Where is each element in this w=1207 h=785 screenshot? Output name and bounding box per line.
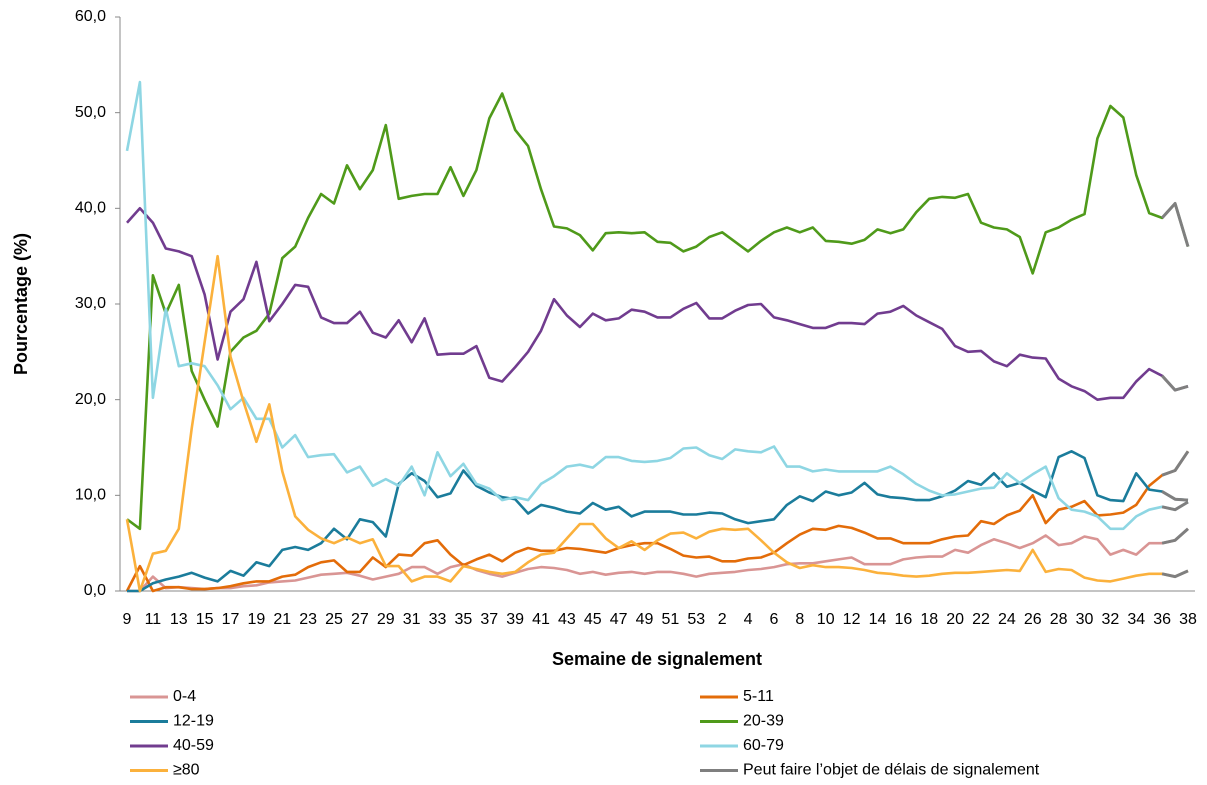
delayed-segment	[1161, 490, 1189, 502]
legend-label: 20-39	[743, 713, 784, 730]
x-tick-label: 21	[273, 611, 291, 628]
delayed-segment	[1161, 569, 1189, 579]
series-line	[125, 254, 1189, 593]
x-tick-label: 2	[718, 611, 727, 628]
x-axis-title: Semaine de signalement	[552, 649, 762, 669]
x-tick-label: 18	[920, 611, 938, 628]
x-tick-label: 37	[480, 611, 498, 628]
x-tick-label: 16	[894, 611, 912, 628]
series-line	[127, 527, 1189, 593]
y-tick-label: 10,0	[75, 487, 106, 504]
x-tick-label: 47	[610, 611, 628, 628]
x-tick-label: 29	[377, 611, 395, 628]
delayed-segment	[1160, 374, 1189, 392]
x-tick-label: 49	[636, 611, 654, 628]
delayed-segment	[1161, 500, 1189, 512]
x-tick-label: 12	[843, 611, 861, 628]
x-tick-label: 17	[222, 611, 240, 628]
x-tick-label: 9	[123, 611, 132, 628]
x-tick-label: 51	[662, 611, 680, 628]
x-tick-label: 14	[869, 611, 887, 628]
x-tick-label: 30	[1076, 611, 1094, 628]
series-line	[126, 207, 1189, 401]
legend-label: Peut faire l’objet de délais de signalem…	[743, 762, 1040, 779]
x-tick-label: 4	[744, 611, 753, 628]
x-tick-label: 34	[1127, 611, 1145, 628]
series-line	[125, 450, 1190, 593]
x-tick-label: 41	[532, 611, 550, 628]
y-tick-label: 0,0	[84, 582, 106, 599]
x-tick-label: 32	[1101, 611, 1119, 628]
series-line	[125, 80, 1189, 531]
legend-label: 40-59	[173, 737, 214, 754]
y-tick-label: 60,0	[75, 8, 106, 25]
x-tick-label: 8	[795, 611, 804, 628]
x-tick-label: 27	[351, 611, 369, 628]
series-line	[127, 450, 1189, 593]
x-tick-label: 36	[1153, 611, 1171, 628]
x-tick-label: 33	[429, 611, 447, 628]
x-tick-label: 10	[817, 611, 835, 628]
x-tick-label: 43	[558, 611, 576, 628]
y-tick-label: 30,0	[75, 295, 106, 312]
x-tick-label: 28	[1050, 611, 1068, 628]
x-tick-label: 20	[946, 611, 964, 628]
legend-label: 60-79	[743, 737, 784, 754]
x-tick-label: 35	[455, 611, 473, 628]
x-tick-label: 13	[170, 611, 188, 628]
legend-label: 12-19	[173, 713, 214, 730]
x-tick-label: 38	[1179, 611, 1197, 628]
x-tick-label: 31	[403, 611, 421, 628]
x-tick-label: 19	[247, 611, 265, 628]
delayed-segment	[1161, 527, 1189, 545]
legend-label: 0-4	[173, 688, 196, 705]
x-tick-label: 53	[687, 611, 705, 628]
legend-label: 5-11	[743, 688, 774, 705]
x-tick-label: 11	[145, 611, 162, 628]
x-tick-label: 22	[972, 611, 990, 628]
delayed-segment	[1160, 202, 1190, 248]
x-tick-label: 23	[299, 611, 317, 628]
x-tick-label: 39	[506, 611, 524, 628]
x-tick-label: 15	[196, 611, 214, 628]
y-axis-title: Pourcentage (%)	[11, 233, 31, 375]
x-tick-label: 24	[998, 611, 1016, 628]
x-tick-label: 45	[584, 611, 602, 628]
legend-label: ≥80	[173, 762, 200, 779]
x-tick-label: 6	[769, 611, 778, 628]
series-line	[126, 92, 1190, 531]
x-tick-label: 25	[325, 611, 343, 628]
delayed-segment	[1161, 450, 1190, 477]
y-tick-label: 20,0	[75, 391, 106, 408]
x-tick-label: 26	[1024, 611, 1042, 628]
y-tick-label: 40,0	[75, 200, 106, 217]
y-tick-label: 50,0	[75, 104, 106, 121]
